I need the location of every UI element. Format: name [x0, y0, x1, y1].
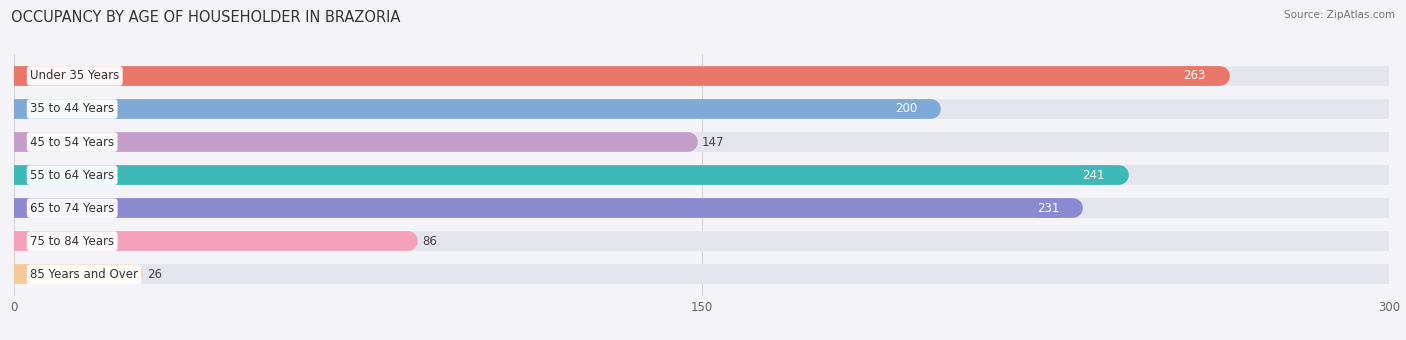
Text: Source: ZipAtlas.com: Source: ZipAtlas.com — [1284, 10, 1395, 20]
Text: 65 to 74 Years: 65 to 74 Years — [30, 202, 114, 215]
Text: 35 to 44 Years: 35 to 44 Years — [30, 102, 114, 116]
Text: 75 to 84 Years: 75 to 84 Years — [30, 235, 114, 248]
Text: 231: 231 — [1036, 202, 1059, 215]
Text: 26: 26 — [148, 268, 162, 281]
Text: OCCUPANCY BY AGE OF HOUSEHOLDER IN BRAZORIA: OCCUPANCY BY AGE OF HOUSEHOLDER IN BRAZO… — [11, 10, 401, 25]
Text: 200: 200 — [894, 102, 917, 116]
Text: 263: 263 — [1184, 69, 1206, 82]
Text: 241: 241 — [1083, 169, 1105, 182]
Text: 86: 86 — [422, 235, 437, 248]
Text: 45 to 54 Years: 45 to 54 Years — [30, 136, 114, 149]
Text: 55 to 64 Years: 55 to 64 Years — [30, 169, 114, 182]
Text: 85 Years and Over: 85 Years and Over — [30, 268, 138, 281]
Text: Under 35 Years: Under 35 Years — [30, 69, 120, 82]
Text: 147: 147 — [702, 136, 724, 149]
